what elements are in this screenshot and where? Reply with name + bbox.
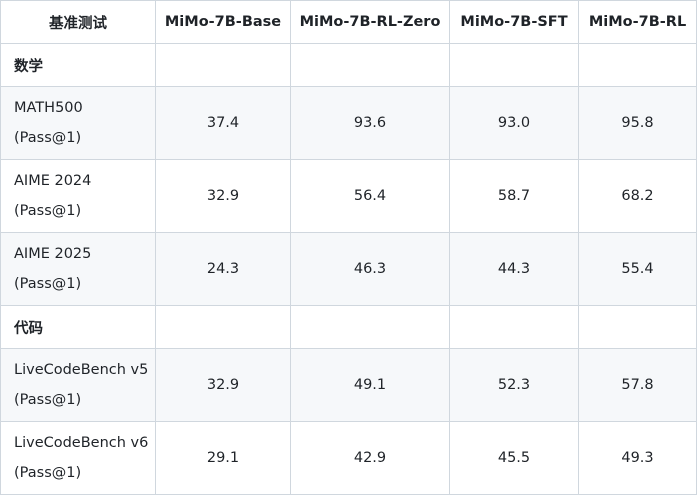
benchmark-name-cell: MATH500 (Pass@1) <box>0 86 156 160</box>
header-benchmark: 基准测试 <box>0 0 156 44</box>
value-cell: 56.4 <box>290 159 450 233</box>
benchmark-name-cell: LiveCodeBench v6 (Pass@1) <box>0 421 156 495</box>
section-empty-cell <box>578 305 697 349</box>
table-row: MATH500 (Pass@1) 37.4 93.6 93.0 95.8 <box>0 86 697 160</box>
value-cell: 45.5 <box>449 421 579 495</box>
table-body: 数学 MATH500 (Pass@1) 37.4 93.6 93.0 95.8 … <box>0 43 697 495</box>
value-cell: 32.9 <box>155 159 291 233</box>
benchmark-metric: (Pass@1) <box>14 392 82 408</box>
section-empty-cell <box>155 305 291 349</box>
header-mimo-7b-sft: MiMo-7B-SFT <box>449 0 579 44</box>
value-cell: 42.9 <box>290 421 450 495</box>
value-cell: 55.4 <box>578 232 697 306</box>
value-cell: 52.3 <box>449 348 579 422</box>
header-mimo-7b-base: MiMo-7B-Base <box>155 0 291 44</box>
benchmark-metric: (Pass@1) <box>14 276 82 292</box>
section-empty-cell <box>290 43 450 87</box>
header-mimo-7b-rl: MiMo-7B-RL <box>578 0 697 44</box>
section-empty-cell <box>290 305 450 349</box>
header-row: 基准测试 MiMo-7B-Base MiMo-7B-RL-Zero MiMo-7… <box>0 0 697 44</box>
benchmark-name: LiveCodeBench v6 <box>14 435 149 451</box>
section-empty-cell <box>449 305 579 349</box>
header-mimo-7b-rl-zero: MiMo-7B-RL-Zero <box>290 0 450 44</box>
value-cell: 44.3 <box>449 232 579 306</box>
value-cell: 68.2 <box>578 159 697 233</box>
section-empty-cell <box>449 43 579 87</box>
benchmark-name: LiveCodeBench v5 <box>14 362 149 378</box>
benchmark-metric: (Pass@1) <box>14 465 82 481</box>
value-cell: 37.4 <box>155 86 291 160</box>
benchmark-name-cell: AIME 2025 (Pass@1) <box>0 232 156 306</box>
section-label: 数学 <box>0 43 156 87</box>
section-row-math: 数学 <box>0 43 697 87</box>
benchmark-metric: (Pass@1) <box>14 130 82 146</box>
section-empty-cell <box>155 43 291 87</box>
table-row: AIME 2024 (Pass@1) 32.9 56.4 58.7 68.2 <box>0 159 697 233</box>
benchmark-name-cell: LiveCodeBench v5 (Pass@1) <box>0 348 156 422</box>
benchmark-name: AIME 2024 <box>14 173 92 189</box>
value-cell: 32.9 <box>155 348 291 422</box>
benchmark-name: AIME 2025 <box>14 246 92 262</box>
table-row: LiveCodeBench v5 (Pass@1) 32.9 49.1 52.3… <box>0 348 697 422</box>
section-label: 代码 <box>0 305 156 349</box>
table-header: 基准测试 MiMo-7B-Base MiMo-7B-RL-Zero MiMo-7… <box>0 0 697 44</box>
table-row: AIME 2025 (Pass@1) 24.3 46.3 44.3 55.4 <box>0 232 697 306</box>
value-cell: 29.1 <box>155 421 291 495</box>
benchmark-metric: (Pass@1) <box>14 203 82 219</box>
value-cell: 58.7 <box>449 159 579 233</box>
value-cell: 93.0 <box>449 86 579 160</box>
value-cell: 49.1 <box>290 348 450 422</box>
table-row: LiveCodeBench v6 (Pass@1) 29.1 42.9 45.5… <box>0 421 697 495</box>
value-cell: 49.3 <box>578 421 697 495</box>
section-row-code: 代码 <box>0 305 697 349</box>
value-cell: 93.6 <box>290 86 450 160</box>
section-empty-cell <box>578 43 697 87</box>
value-cell: 46.3 <box>290 232 450 306</box>
benchmark-name: MATH500 <box>14 100 83 116</box>
value-cell: 57.8 <box>578 348 697 422</box>
value-cell: 95.8 <box>578 86 697 160</box>
value-cell: 24.3 <box>155 232 291 306</box>
benchmark-name-cell: AIME 2024 (Pass@1) <box>0 159 156 233</box>
